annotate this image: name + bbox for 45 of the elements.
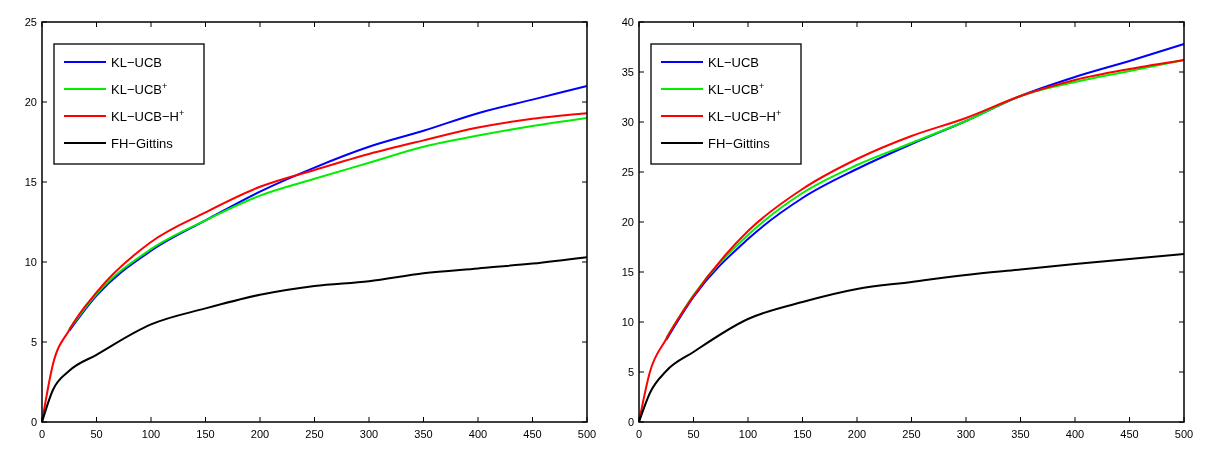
x-tick-label: 50: [687, 428, 700, 440]
x-tick-label: 450: [1120, 428, 1139, 440]
y-tick-label: 15: [24, 176, 37, 188]
y-tick-label: 0: [627, 416, 634, 428]
x-tick-label: 300: [956, 428, 976, 440]
legend-label: FH−Gittins: [708, 136, 771, 151]
x-tick-label: 350: [1011, 428, 1030, 440]
x-tick-label: 500: [1174, 428, 1194, 440]
y-tick-label: 40: [621, 16, 634, 28]
x-tick-label: 150: [793, 428, 812, 440]
x-tick-label: 250: [305, 428, 324, 440]
x-tick-label: 300: [359, 428, 379, 440]
x-tick-label: 100: [141, 428, 161, 440]
y-tick-label: 10: [621, 316, 634, 328]
y-tick-label: 15: [621, 266, 634, 278]
x-tick-label: 450: [523, 428, 542, 440]
y-tick-label: 10: [24, 256, 37, 268]
legend-label: KL−UCB$^{+}$: [111, 81, 168, 97]
x-tick-label: 50: [90, 428, 103, 440]
x-tick-label: 150: [196, 428, 215, 440]
y-tick-label: 20: [621, 216, 634, 228]
y-tick-label: 25: [24, 16, 37, 28]
x-tick-label: 350: [414, 428, 433, 440]
x-tick-label: 500: [577, 428, 597, 440]
y-tick-label: 30: [621, 116, 634, 128]
y-tick-label: 0: [30, 416, 37, 428]
x-tick-label: 0: [38, 428, 46, 440]
x-tick-label: 100: [738, 428, 758, 440]
y-tick-label: 5: [627, 366, 634, 378]
x-tick-label: 400: [468, 428, 488, 440]
legend-label: FH−Gittins: [111, 136, 174, 151]
legend-label: KL−UCB−H$^{+}$: [111, 108, 185, 124]
y-tick-label: 35: [621, 66, 634, 78]
legend-label: KL−UCB: [708, 55, 759, 70]
legend-label: KL−UCB$^{+}$: [708, 81, 765, 97]
y-tick-label: 5: [30, 336, 37, 348]
x-tick-label: 250: [902, 428, 921, 440]
legend-label: KL−UCB: [111, 55, 162, 70]
y-tick-label: 20: [24, 96, 37, 108]
legend-label: KL−UCB−H$^{+}$: [708, 108, 782, 124]
x-tick-label: 400: [1065, 428, 1085, 440]
y-tick-label: 25: [621, 166, 634, 178]
x-tick-label: 200: [847, 428, 867, 440]
x-tick-label: 200: [250, 428, 270, 440]
x-tick-label: 0: [635, 428, 643, 440]
